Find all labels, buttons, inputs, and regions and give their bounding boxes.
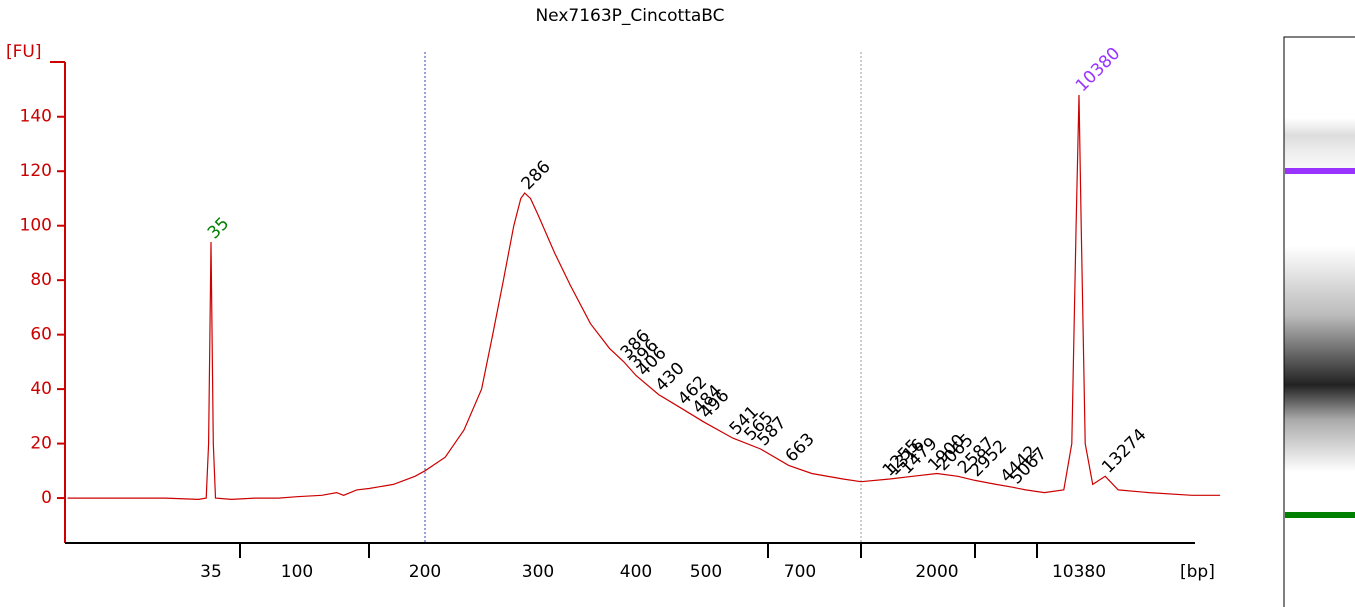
x-tick-label: 700 <box>784 562 816 582</box>
y-tick-label: 60 <box>30 325 52 345</box>
x-tick-label: 100 <box>281 562 313 582</box>
x-tick-label: 200 <box>409 562 441 582</box>
peak-label: 35 <box>204 214 233 243</box>
trace <box>67 94 1221 501</box>
peak-label: 13274 <box>1098 425 1150 477</box>
y-tick-label: 20 <box>30 434 52 454</box>
y-tick-label: 0 <box>41 488 52 508</box>
peak-label: 663 <box>782 429 819 466</box>
peak-label: 286 <box>518 157 555 194</box>
x-axis-label: [bp] <box>1180 562 1215 582</box>
lower-marker-band <box>1285 512 1355 518</box>
x-tick-label: 300 <box>522 562 554 582</box>
x-tick-label: 35 <box>200 562 222 582</box>
x-tick-label: 400 <box>620 562 652 582</box>
x-tick-label: 10380 <box>1052 562 1106 582</box>
y-axis-label: [FU] <box>6 42 42 62</box>
peak-label: 10380 <box>1072 44 1124 96</box>
x-tick-label: 2000 <box>915 562 958 582</box>
y-tick-label: 140 <box>20 107 52 127</box>
x-tick-label: 500 <box>690 562 722 582</box>
chart-title: Nex7163P_CincottaBC <box>535 6 724 26</box>
y-tick-label: 100 <box>20 216 52 236</box>
upper-marker-band <box>1285 168 1355 174</box>
y-tick-label: 80 <box>30 270 52 290</box>
gel-lane <box>1283 36 1355 607</box>
y-tick-label: 40 <box>30 379 52 399</box>
y-tick-label: 120 <box>20 161 52 181</box>
